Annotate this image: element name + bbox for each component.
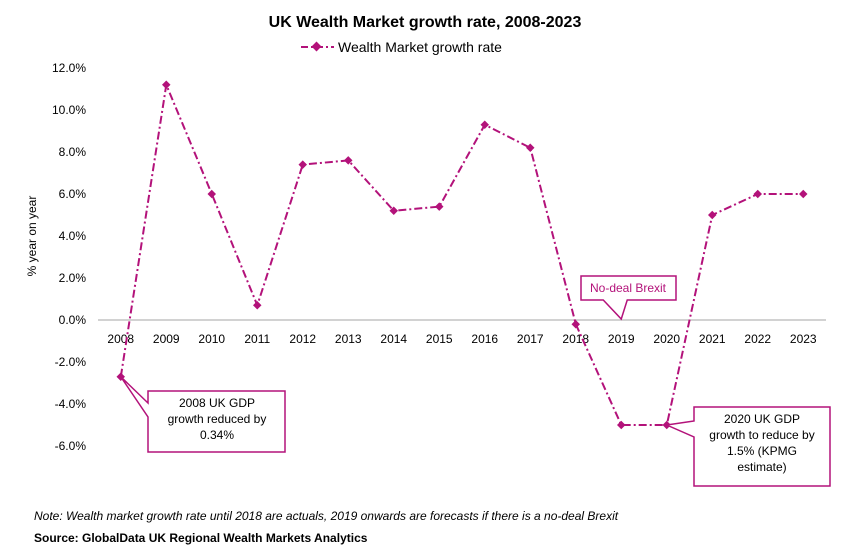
- x-tick-label: 2019: [608, 332, 635, 346]
- data-point-2011: [253, 301, 262, 310]
- annotation-2020-line-3: 1.5% (KPMG: [727, 444, 797, 458]
- legend-marker-icon: [311, 41, 322, 52]
- x-tick-label: 2013: [335, 332, 362, 346]
- data-point-2019: [617, 420, 626, 430]
- y-tick-label: 8.0%: [59, 145, 87, 159]
- footnote: Note: Wealth market growth rate until 20…: [34, 509, 619, 523]
- x-tick-label: 2020: [653, 332, 680, 346]
- y-tick-label: -2.0%: [55, 355, 87, 369]
- annotation-2020: 2020 UK GDP growth to reduce by 1.5% (KP…: [664, 406, 831, 487]
- annotation-2008: 2008 UK GDP growth reduced by 0.34%: [120, 376, 286, 453]
- chart-title: UK Wealth Market growth rate, 2008-2023: [269, 14, 582, 31]
- legend: Wealth Market growth rate: [301, 39, 502, 55]
- annotation-no-deal-brexit: No-deal Brexit: [580, 275, 677, 321]
- annotation-2020-line-2: growth to reduce by: [709, 428, 814, 442]
- data-point-2012: [298, 160, 307, 169]
- y-tick-label: 2.0%: [59, 271, 87, 285]
- x-tick-label: 2023: [790, 332, 817, 346]
- series-line: [119, 81, 804, 426]
- x-tick-label: 2009: [153, 332, 180, 346]
- y-tick-label: 0.0%: [59, 313, 87, 327]
- y-axis: 12.0% 10.0% 8.0% 6.0% 4.0% 2.0% 0.0% -2.0% -4.0%…: [52, 61, 86, 453]
- callout-box-2020: [664, 406, 831, 487]
- x-tick-label: 2017: [517, 332, 544, 346]
- x-tick-label: 2015: [426, 332, 453, 346]
- annotation-2008-line-1: 2008 UK GDP: [179, 396, 255, 410]
- annotation-2008-line-2: growth reduced by: [168, 412, 267, 426]
- x-tick-label: 2018: [562, 332, 589, 346]
- x-tick-label: 2012: [289, 332, 316, 346]
- x-tick-label: 2011: [244, 332, 270, 346]
- y-tick-label: 4.0%: [59, 229, 87, 243]
- x-tick-label: 2010: [198, 332, 225, 346]
- x-tick-label: 2008: [107, 332, 134, 346]
- callout-box-2008: [120, 376, 286, 453]
- data-point-2021: [708, 210, 717, 220]
- y-tick-label: -6.0%: [55, 439, 87, 453]
- x-tick-label: 2022: [744, 332, 771, 346]
- source-line: Source: GlobalData UK Regional Wealth Ma…: [34, 531, 368, 545]
- data-point-2022: [753, 189, 762, 199]
- data-point-2023: [799, 189, 808, 199]
- annotation-2020-line-1: 2020 UK GDP: [724, 412, 800, 426]
- x-tick-label: 2016: [471, 332, 498, 346]
- data-point-2015: [435, 202, 444, 211]
- annotation-2020-line-4: estimate): [737, 460, 786, 474]
- callout-box-brexit: [580, 275, 677, 321]
- annotation-brexit-text: No-deal Brexit: [590, 281, 667, 295]
- y-tick-label: -4.0%: [55, 397, 87, 411]
- data-point-2010: [207, 189, 216, 199]
- data-point-2014: [389, 206, 398, 216]
- y-tick-label: 10.0%: [52, 103, 86, 117]
- y-tick-label: 12.0%: [52, 61, 86, 75]
- data-point-2017: [526, 143, 535, 153]
- data-points: [116, 80, 808, 430]
- x-axis: 2008 2009 2010 2011 2012 2013 2014 2015 2016 2017…: [107, 332, 817, 346]
- x-tick-label: 2014: [380, 332, 407, 346]
- data-point-2009: [162, 80, 171, 90]
- data-point-2018: [571, 319, 580, 329]
- y-tick-label: 6.0%: [59, 187, 87, 201]
- legend-label: Wealth Market growth rate: [338, 39, 502, 55]
- x-tick-label: 2021: [699, 332, 726, 346]
- data-point-2013: [344, 156, 353, 165]
- data-point-2016: [480, 120, 489, 129]
- y-axis-label: % year on year: [25, 196, 39, 277]
- annotation-2008-line-3: 0.34%: [200, 428, 234, 442]
